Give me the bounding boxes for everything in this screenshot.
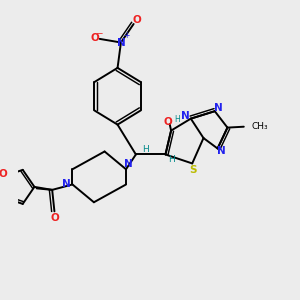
Text: S: S: [190, 165, 197, 175]
Text: N: N: [117, 38, 125, 47]
Text: O: O: [163, 117, 172, 127]
Text: O: O: [0, 169, 7, 179]
Text: N: N: [124, 160, 133, 170]
Text: O: O: [132, 15, 141, 26]
Text: O: O: [50, 213, 59, 223]
Text: N: N: [217, 146, 225, 157]
Text: H: H: [174, 115, 180, 124]
Text: H: H: [168, 155, 175, 164]
Text: −: −: [95, 28, 103, 37]
Text: N: N: [214, 103, 223, 113]
Text: CH₃: CH₃: [252, 122, 268, 131]
Text: N: N: [182, 111, 190, 121]
Text: O: O: [90, 33, 99, 43]
Text: N: N: [62, 179, 71, 190]
Text: +: +: [123, 31, 130, 40]
Text: H: H: [142, 145, 149, 154]
